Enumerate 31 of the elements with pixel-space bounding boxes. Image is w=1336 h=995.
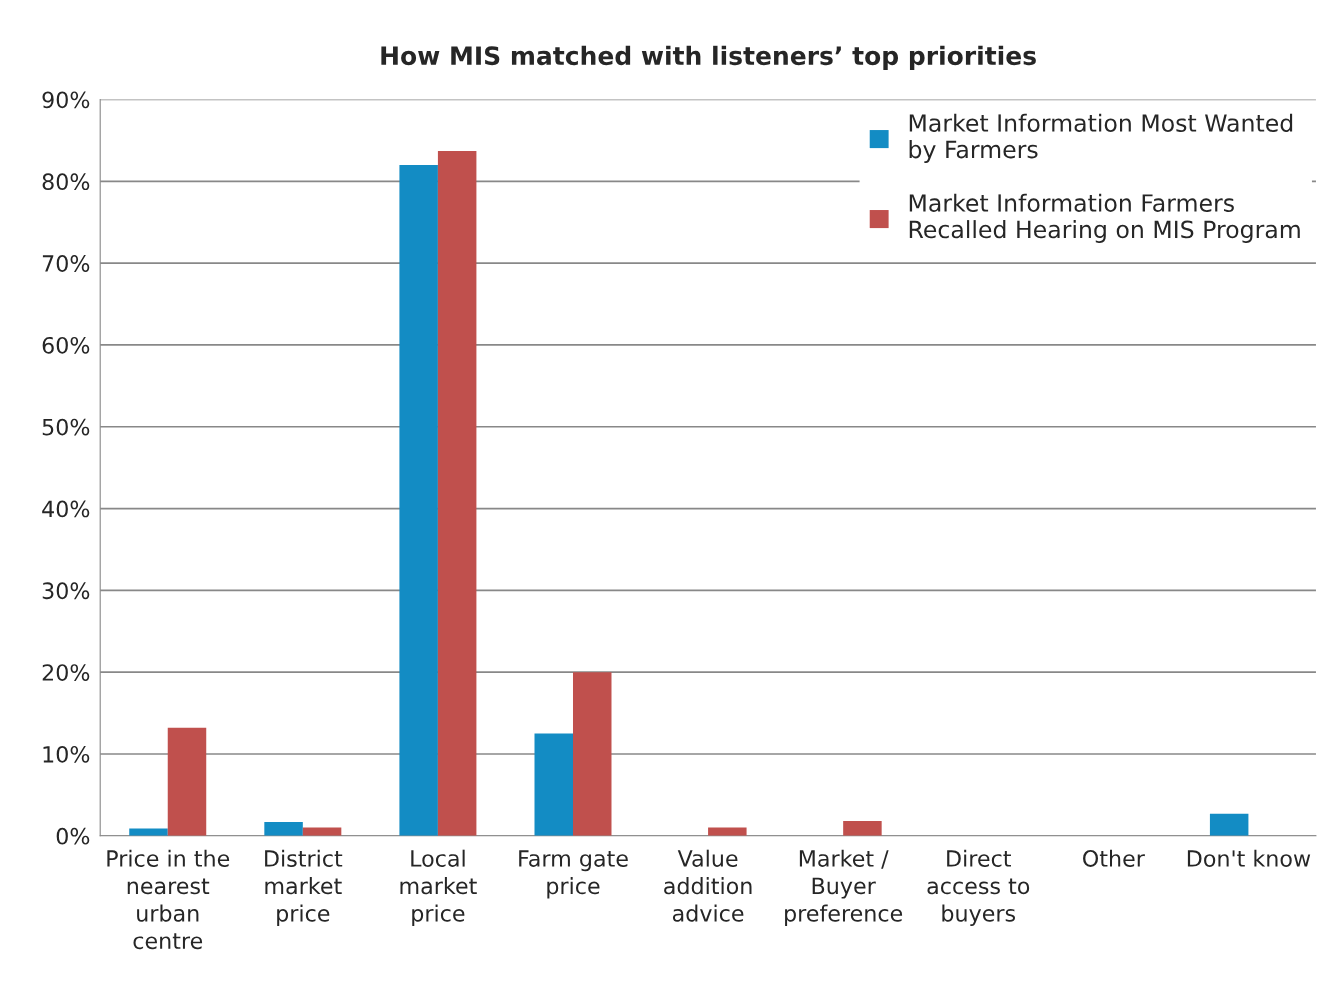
y-tick-label: 60% [42, 336, 90, 354]
x-tick-label: Don't know [1187, 849, 1311, 867]
x-tick-label: Farm gate price [519, 850, 628, 899]
x-tick-label: Market / Buyer preference [785, 849, 903, 927]
bar [1209, 813, 1249, 836]
legend-label: Market Information Farmers Recalled Hearing on MIS Program [909, 193, 1300, 243]
legend-label: Market Information Most Wanted by Farmers [909, 113, 1293, 163]
x-tick-label: Value addition advice [664, 849, 752, 922]
y-tick-label: 40% [42, 500, 90, 518]
bar [129, 828, 168, 836]
x-tick-label: Local market price [400, 849, 477, 927]
y-tick-label: 70% [42, 255, 90, 272]
x-tick-label: District market price [265, 849, 343, 927]
bar [167, 727, 207, 836]
bar [843, 821, 882, 836]
y-tick-label: 80% [42, 173, 90, 191]
x-tick-label: Other [1083, 849, 1145, 867]
y-tick-label: 50% [42, 418, 90, 436]
bar [573, 672, 612, 836]
bar [264, 821, 303, 836]
y-tick-label: 20% [42, 664, 90, 681]
x-tick-label: Direct access to buyers [927, 849, 1030, 927]
bar [399, 164, 438, 836]
y-tick-label: 90% [42, 91, 90, 109]
y-tick-label: 0% [56, 827, 90, 845]
bar [534, 733, 573, 836]
bar [437, 151, 477, 836]
y-tick-label: 30% [42, 582, 90, 600]
x-tick-label: Price in the nearest urban centre [107, 849, 230, 950]
y-tick-label: 10% [43, 745, 90, 763]
chart-title: How MIS matched with listeners’ top priorities [381, 45, 1036, 70]
